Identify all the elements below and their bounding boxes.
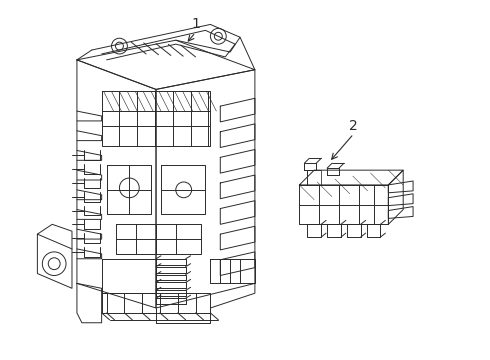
- Text: 1: 1: [191, 17, 200, 31]
- Text: 2: 2: [349, 119, 358, 133]
